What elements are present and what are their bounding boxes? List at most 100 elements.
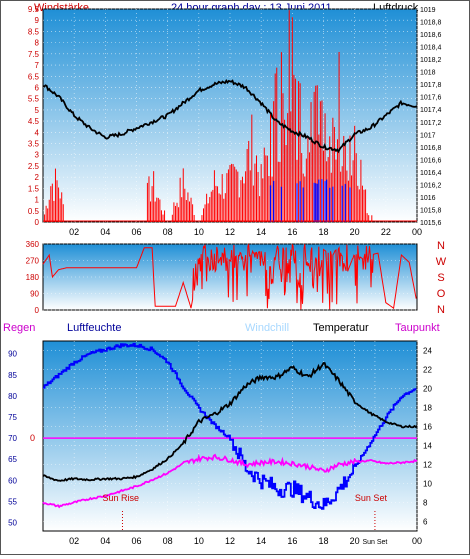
temp-tick-label: 18 [423, 404, 432, 413]
x-tick-label: 16 [287, 536, 297, 546]
left-tick-label: 1.5 [28, 184, 40, 193]
x-tick-label: 06 [131, 536, 141, 546]
left-tick-label: 9 [35, 16, 40, 25]
compass-label: O [437, 288, 446, 300]
left-tick-label: 9.5 [28, 5, 40, 14]
x-tick-label: 10 [194, 536, 204, 546]
x-tick-label: 12 [225, 536, 235, 546]
x-tick-label: 00 [412, 227, 422, 237]
temp-tick-label: 20 [423, 385, 432, 394]
x-tick-label: 14 [256, 227, 266, 237]
temp-humidity-layer: 0 Sun Rise Sun Set 50 55 60 65 70 75 80 85 90 6 8 10 12… [8, 341, 432, 546]
x-tick-label: Sun Set [362, 539, 387, 546]
wind-pressure-layer: 0 0.5 1 1.5 2 2.5 3 3.5 4 4.5 5 5.5 6 6.5 7 7.5 8 8.5 9 9.5… [28, 5, 442, 237]
temp-tick-label: 14 [423, 442, 432, 451]
humidity-tick-label: 55 [8, 497, 17, 506]
x-tick-label: 18 [318, 536, 328, 546]
x-tick-label: 04 [100, 536, 110, 546]
humidity-tick-label: 60 [8, 476, 17, 485]
x-tick-label: 12 [225, 227, 235, 237]
humidity-tick-label: 85 [8, 371, 17, 380]
temp-tick-label: 8 [423, 499, 428, 508]
x-tick-label: 16 [287, 227, 297, 237]
right-tick-label: 1016,2 [420, 182, 442, 189]
left-tick-label: 7 [35, 61, 40, 70]
legend-luftfeuchte: Luftfeuchte [67, 322, 121, 334]
sunset-label: Sun Set [355, 493, 388, 503]
x-tick-label: 02 [69, 227, 79, 237]
right-tick-label: 1018,6 [420, 32, 442, 39]
x-tick-label: 04 [100, 227, 110, 237]
legend-windchill: Windchill [245, 322, 289, 334]
left-tick-label: 7.5 [28, 50, 40, 59]
x-tick-label: 10 [194, 227, 204, 237]
x-tick-label: 20 [350, 227, 360, 237]
right-tick-label: 1015,8 [420, 207, 442, 214]
left-tick-label: 1 [35, 196, 40, 205]
dir-tick-label: 180 [26, 273, 40, 282]
x-tick-label: 14 [256, 536, 266, 546]
compass-label: N [437, 304, 445, 316]
left-tick-label: 5.5 [28, 95, 40, 104]
right-tick-label: 1016,8 [420, 145, 442, 152]
dir-tick-label: 360 [26, 240, 40, 249]
right-tick-label: 1018 [420, 70, 436, 77]
left-tick-label: 5 [35, 106, 40, 115]
humidity-tick-label: 80 [8, 392, 17, 401]
left-tick-label: 3.5 [28, 140, 40, 149]
dir-tick-label: 0 [35, 306, 40, 315]
right-tick-label: 1017 [420, 132, 436, 139]
humidity-tick-label: 65 [8, 455, 17, 464]
x-tick-label: 20 [350, 536, 360, 546]
right-tick-label: 1016 [420, 195, 436, 202]
humidity-tick-label: 70 [8, 434, 17, 443]
legend-temperatur: Temperatur [313, 322, 369, 334]
right-tick-label: 1015,6 [420, 220, 442, 227]
temperature-line [42, 362, 418, 482]
compass-label: N [437, 240, 445, 252]
rain-zero-label: 0 [30, 433, 35, 443]
temp-tick-label: 12 [423, 461, 432, 470]
x-tick-label: 08 [163, 227, 173, 237]
left-tick-label: 6.5 [28, 72, 40, 81]
left-tick-label: 8 [35, 39, 40, 48]
right-tick-label: 1017,6 [420, 95, 442, 102]
legend-taupunkt: Taupunkt [395, 322, 440, 334]
x-tick-label: 22 [381, 227, 391, 237]
left-tick-label: 0.5 [28, 207, 40, 216]
x-tick-label: 06 [131, 227, 141, 237]
x-tick-label: 18 [318, 227, 328, 237]
wind-direction-line [42, 243, 417, 310]
temp-tick-label: 16 [423, 423, 432, 432]
right-tick-label: 1017,8 [420, 82, 442, 89]
compass-label: S [437, 272, 444, 284]
dir-tick-label: 90 [30, 290, 39, 299]
dir-tick-label: 270 [26, 257, 40, 266]
left-tick-label: 2 [35, 173, 40, 182]
x-tick-label: 00 [412, 536, 422, 546]
right-tick-label: 1016,4 [420, 170, 442, 177]
left-tick-label: 6 [35, 83, 40, 92]
temp-tick-label: 24 [423, 347, 432, 356]
temp-tick-label: 22 [423, 366, 432, 375]
left-tick-label: 0 [35, 218, 40, 227]
left-tick-label: 4.5 [28, 117, 40, 126]
left-tick-label: 4 [35, 128, 40, 137]
x-tick-label: 08 [163, 536, 173, 546]
temp-tick-label: 10 [423, 480, 432, 489]
right-tick-label: 1018,8 [420, 20, 442, 27]
left-tick-label: 2.5 [28, 162, 40, 171]
left-tick-label: 8.5 [28, 27, 40, 36]
humidity-tick-label: 50 [8, 519, 17, 528]
humidity-tick-label: 90 [8, 350, 17, 359]
dewpoint-line [42, 453, 418, 509]
right-tick-label: 1018,2 [420, 57, 442, 64]
temp-tick-label: 6 [423, 518, 428, 527]
pressure-line [42, 78, 418, 154]
x-tick-label: 02 [69, 536, 79, 546]
legend-regen: Regen [3, 322, 35, 334]
right-tick-label: 1018,4 [420, 45, 442, 52]
